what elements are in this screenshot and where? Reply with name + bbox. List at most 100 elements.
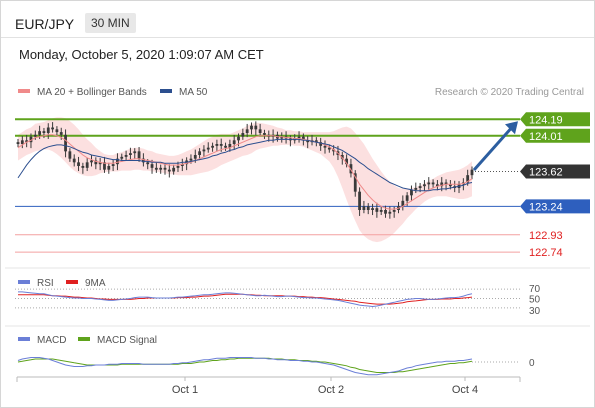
candle [116, 153, 119, 171]
candle-body [431, 182, 435, 185]
interval-badge[interactable]: 30 MIN [85, 13, 136, 33]
candle-body [366, 206, 370, 210]
candle-body [314, 140, 318, 143]
candle-body [470, 169, 474, 176]
candle-body [301, 136, 305, 141]
candle [206, 142, 210, 153]
candle [470, 166, 474, 180]
candle-body [180, 164, 184, 166]
candle-body [163, 167, 167, 170]
candle [254, 121, 258, 136]
level-label-123.62: 123.62 [529, 167, 563, 179]
candle [33, 130, 37, 140]
candle [154, 162, 158, 173]
candle [358, 187, 361, 216]
candle [241, 128, 245, 140]
candle-body [250, 125, 253, 130]
candle [180, 158, 184, 172]
macd-legend-swatch-1 [78, 337, 90, 341]
candle [327, 144, 331, 153]
candle [371, 203, 374, 216]
candle [16, 138, 20, 148]
candle-body [219, 144, 223, 146]
x-tick-label: Oct 2 [318, 384, 344, 396]
candle-body [42, 131, 46, 133]
candle-body [38, 131, 42, 135]
candle-body [427, 182, 431, 185]
candle-body [353, 173, 357, 192]
candle-body [362, 206, 366, 210]
candle-body [423, 184, 426, 187]
candle [172, 164, 176, 175]
macd-tick-0: 0 [529, 358, 535, 369]
candle-body [228, 144, 232, 148]
candle-body [25, 140, 29, 143]
candle-body [59, 132, 63, 135]
candle [129, 147, 132, 161]
candle-body [375, 208, 379, 212]
candle [263, 129, 266, 139]
candle-body [98, 162, 102, 165]
candle [81, 162, 85, 174]
candle-body [55, 129, 59, 133]
rsi-legend-swatch-1 [66, 280, 78, 284]
candle [250, 122, 253, 135]
candle [388, 206, 392, 219]
candle [306, 136, 310, 149]
candle-body [94, 160, 98, 165]
candle [423, 180, 426, 192]
macd-signal-line [17, 357, 473, 373]
candle-body [414, 188, 418, 190]
candle-body [241, 133, 245, 137]
candle [431, 179, 435, 188]
rsi-legend-label-0: RSI [37, 278, 54, 289]
candle-body [176, 166, 180, 168]
candle-body [16, 142, 20, 144]
candle-body [211, 145, 214, 148]
candle-body [107, 166, 111, 170]
level-label-124.19: 124.19 [529, 114, 563, 126]
candle-body [405, 195, 409, 201]
candle [401, 195, 405, 211]
candle [51, 122, 54, 133]
candle-body [133, 151, 137, 154]
candle [232, 134, 236, 150]
candle [133, 148, 137, 160]
candle-body [124, 155, 128, 157]
candle [90, 155, 93, 167]
candle-body [323, 145, 327, 148]
candle [280, 132, 284, 143]
candle-body [129, 153, 132, 155]
candle-body [444, 182, 448, 185]
candle-body [167, 169, 171, 172]
level-label-123.24: 123.24 [529, 201, 563, 213]
candle [245, 123, 249, 138]
candle-body [371, 208, 374, 210]
candle-body [141, 158, 145, 163]
candle-body [64, 134, 67, 152]
chart-header: EUR/JPY 30 MIN [1, 1, 594, 38]
rsi-tick-70: 70 [529, 284, 541, 295]
level-label-122.74: 122.74 [529, 247, 563, 259]
candle [20, 136, 24, 149]
candle-body [116, 158, 119, 165]
legend-swatch-0 [18, 89, 30, 93]
candle-body [111, 164, 115, 166]
candle-body [448, 184, 452, 187]
candle [198, 148, 201, 161]
candle-body [340, 155, 344, 159]
candle-body [154, 167, 158, 170]
candle-body [150, 164, 154, 168]
candle-body [232, 140, 236, 144]
candle [103, 156, 106, 173]
level-box-123.24 [520, 199, 590, 214]
candle-body [388, 211, 392, 214]
candle [111, 159, 115, 172]
candle-body [392, 210, 396, 212]
candle-body [202, 149, 206, 152]
candle-body [258, 129, 262, 133]
candle [98, 158, 102, 171]
candle-body [189, 158, 193, 161]
candle-body [384, 210, 387, 214]
